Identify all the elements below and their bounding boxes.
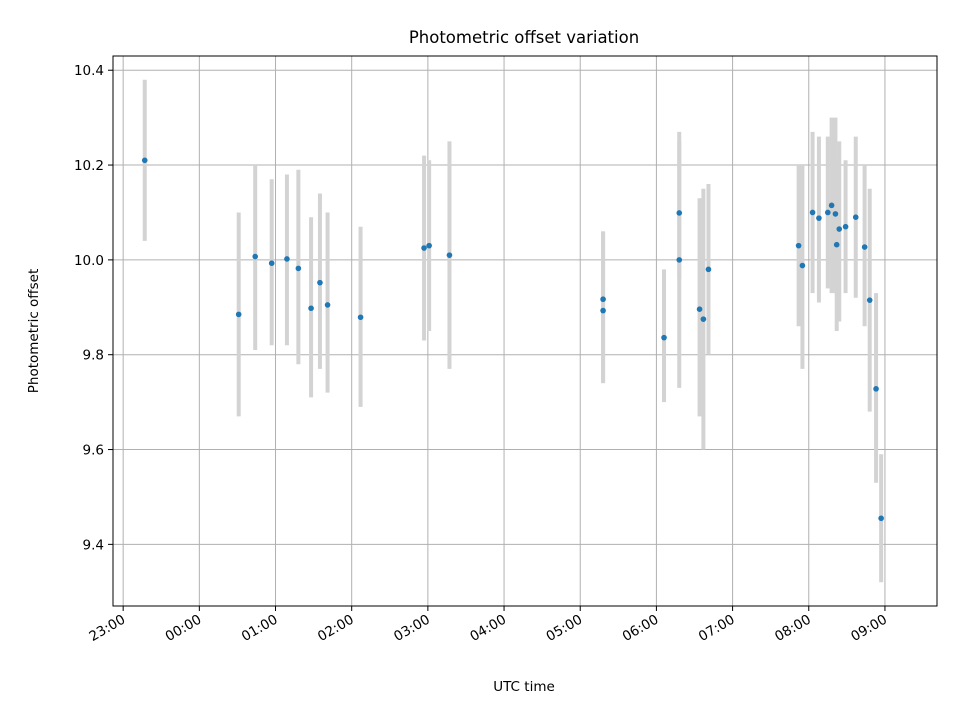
data-point — [873, 386, 879, 392]
error-bars — [142, 79, 884, 583]
x-axis-ticks: 23:00 00:00 01:00 02:00 03:00 04:00 05:00 06:00… — [86, 606, 890, 645]
data-point — [700, 316, 707, 322]
data-point — [799, 262, 806, 269]
data-point — [308, 305, 314, 312]
data-point — [357, 314, 364, 321]
data-point — [696, 306, 703, 312]
data-point — [141, 157, 148, 164]
data-point — [836, 226, 843, 232]
x-tick-label: 01:00 — [239, 612, 281, 645]
x-tick-label: 08:00 — [772, 612, 814, 645]
data-point — [852, 214, 859, 221]
y-axis-ticks: 9.4 9.6 9.8 10.0 10.2 10.4 — [74, 63, 113, 553]
y-axis-label: Photometric offset — [26, 269, 42, 393]
y-tick-label: 10.2 — [74, 158, 104, 174]
x-tick-label: 06:00 — [620, 612, 662, 645]
data-point — [421, 245, 427, 251]
data-point — [866, 297, 873, 303]
y-tick-label: 10.4 — [74, 63, 104, 79]
x-tick-label: 05:00 — [544, 612, 586, 645]
data-point — [816, 215, 822, 221]
data-point — [600, 296, 606, 303]
data-point — [284, 256, 290, 262]
x-tick-label: 23:00 — [86, 612, 128, 645]
x-tick-label: 00:00 — [163, 612, 205, 645]
y-tick-label: 9.4 — [83, 537, 104, 553]
x-tick-label: 02:00 — [315, 612, 357, 645]
data-point — [832, 211, 839, 217]
chart-title: Photometric offset variation — [409, 28, 639, 47]
data-point — [842, 223, 849, 230]
grid-lines — [113, 56, 937, 606]
data-point — [235, 311, 242, 318]
data-point — [809, 209, 816, 216]
data-point — [828, 202, 835, 209]
data-point — [795, 242, 802, 249]
data-point — [661, 334, 667, 341]
x-axis-label: UTC time — [493, 679, 555, 695]
data-point — [446, 252, 453, 258]
data-point — [252, 253, 259, 260]
data-point — [861, 244, 868, 250]
x-tick-label: 09:00 — [848, 612, 890, 645]
data-point — [878, 515, 884, 522]
plot-frame — [112, 55, 938, 607]
data-point — [825, 209, 831, 216]
data-point — [705, 266, 712, 273]
data-points — [141, 157, 884, 522]
y-tick-label: 9.8 — [83, 348, 104, 364]
data-point — [600, 307, 606, 314]
data-point — [268, 260, 275, 266]
y-tick-label: 10.0 — [74, 253, 104, 269]
data-point — [833, 241, 840, 248]
x-tick-label: 03:00 — [391, 612, 433, 645]
data-point — [676, 210, 683, 216]
x-tick-label: 04:00 — [467, 612, 509, 645]
data-point — [324, 302, 331, 308]
data-point — [317, 279, 323, 286]
x-tick-label: 07:00 — [696, 612, 738, 645]
data-point — [676, 257, 683, 263]
y-tick-label: 9.6 — [83, 443, 104, 459]
data-point — [295, 265, 302, 272]
data-point — [426, 242, 432, 249]
